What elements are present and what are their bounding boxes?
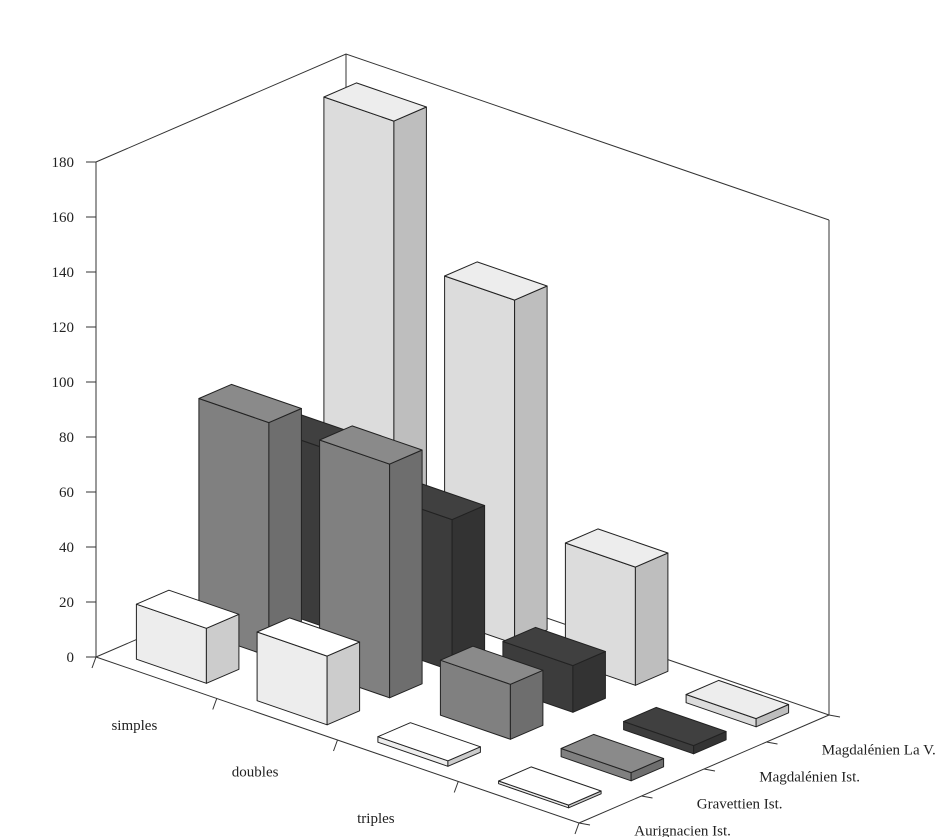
bar-side-face [514, 285, 548, 645]
bar-top-face [498, 766, 602, 806]
z-tick-label: 100 [52, 375, 75, 391]
bar-side-face [451, 505, 486, 672]
bar-top-face [319, 425, 423, 465]
series-tick [578, 822, 591, 826]
bar-aurignacien-ist--simples [135, 589, 240, 684]
bar-top-face [623, 706, 727, 747]
bar-magdal-nien-ist--quadruples [623, 706, 727, 755]
z-tick-label: 0 [67, 650, 75, 666]
series-tick [766, 741, 778, 745]
bar-side-face [634, 552, 669, 686]
z-tick-label: 140 [52, 265, 75, 281]
bar-top-face [502, 626, 606, 667]
z-tick-label: 180 [52, 155, 75, 171]
bar-top-face [439, 645, 544, 685]
back-wall-top-edge [95, 53, 830, 221]
bar-aurignacien-ist--triples [377, 722, 481, 767]
z-tick-label: 160 [52, 210, 75, 226]
category-label: simples [111, 718, 157, 734]
bar-gravettien-ist--simples [198, 383, 302, 657]
category-label: triples [357, 811, 395, 827]
series-tick [703, 768, 716, 772]
series-label: Gravettien Ist. [697, 797, 783, 813]
z-tick-label: 120 [52, 320, 75, 336]
series-tick [641, 795, 653, 799]
z-tick-label: 40 [59, 540, 74, 556]
bar-magdal-nien-la-v--quadruples [685, 679, 790, 728]
bar-aurignacien-ist--quadruples [498, 766, 602, 809]
category-tick [574, 822, 580, 835]
category-label: doubles [232, 764, 279, 780]
bar-top-face [444, 261, 548, 301]
bar-gravettien-ist--quadruples [560, 733, 665, 782]
category-tick [453, 781, 459, 793]
bar-top-face [198, 383, 302, 424]
category-tick [91, 656, 97, 669]
bar-top-face [135, 589, 240, 629]
z-tick-label: 20 [59, 595, 74, 611]
bar-top-face [256, 617, 361, 657]
category-tick [333, 739, 338, 752]
series-tick [828, 714, 841, 718]
z-tick-label: 80 [59, 430, 74, 446]
bar-aurignacien-ist--doubles [256, 617, 361, 726]
bar-gravettien-ist--triples [439, 645, 544, 740]
bar-gravettien-ist--doubles [319, 425, 423, 699]
bar-top-face [564, 528, 669, 568]
bar-top-face [560, 733, 665, 774]
category-tick [212, 698, 218, 710]
series-label: Magdalénien La V. [822, 743, 936, 759]
bar-top-face [685, 679, 790, 720]
bar-side-face [268, 408, 302, 657]
bar-top-face [377, 722, 481, 762]
bar-top-face [323, 82, 427, 122]
bars-group [135, 82, 790, 809]
labels-group: 0 20 40 60 80 100 120 140 160 180 simples doubles tr… [52, 155, 936, 837]
z-tick-label: 60 [59, 485, 74, 501]
series-label: Magdalénien Ist. [759, 770, 860, 786]
bar-side-face [389, 449, 423, 699]
series-label: Aurignacien Ist. [634, 824, 731, 837]
